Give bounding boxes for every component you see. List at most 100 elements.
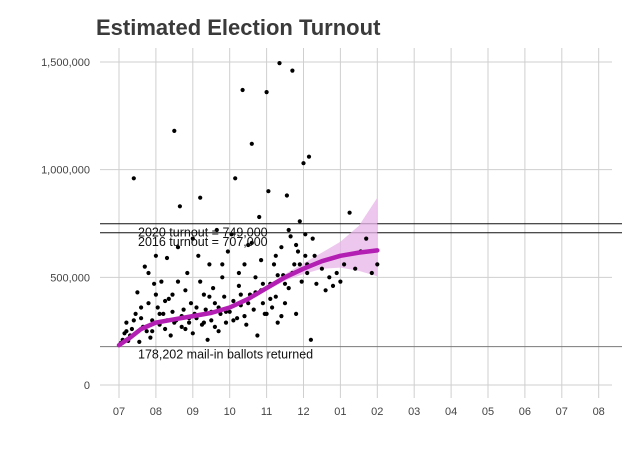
x-tick-label: 03: [408, 406, 420, 418]
data-point: [231, 318, 236, 323]
data-point: [375, 262, 380, 267]
data-point: [260, 301, 265, 306]
data-point: [282, 281, 288, 286]
data-point: [295, 249, 301, 254]
data-point: [207, 294, 212, 299]
data-point: [211, 286, 216, 291]
data-point: [131, 176, 136, 181]
data-point: [190, 236, 195, 241]
data-point: [152, 281, 157, 286]
data-point: [227, 309, 232, 314]
y-tick-label: 500,000: [50, 272, 90, 284]
data-point: [323, 288, 328, 293]
data-point: [142, 264, 147, 269]
data-point: [153, 253, 158, 258]
data-point: [198, 279, 203, 284]
data-point: [177, 204, 182, 209]
chart-title: Estimated Election Turnout: [96, 15, 381, 40]
data-point: [353, 266, 358, 271]
data-point: [338, 279, 343, 284]
data-point: [253, 275, 258, 280]
data-point: [190, 331, 195, 336]
data-point: [139, 305, 144, 310]
data-point: [284, 193, 289, 198]
data-point: [286, 227, 291, 233]
data-point: [259, 258, 264, 263]
data-point: [133, 311, 138, 316]
data-point: [249, 141, 254, 146]
data-point: [185, 270, 190, 276]
data-point: [294, 311, 299, 316]
data-point: [334, 270, 339, 276]
data-point: [155, 305, 160, 310]
data-point: [330, 283, 336, 288]
reference-line-label: 2020 turnout = 749,000: [138, 226, 268, 240]
data-point: [207, 262, 212, 267]
y-tick-label: 0: [84, 380, 90, 392]
data-point: [183, 326, 188, 332]
y-tick-label: 1,000,000: [41, 165, 90, 177]
data-point: [242, 262, 247, 267]
data-point: [264, 90, 269, 95]
data-point: [170, 292, 175, 297]
x-tick-label: 02: [371, 406, 383, 418]
data-point: [181, 307, 186, 312]
data-point: [242, 314, 247, 319]
data-point: [201, 292, 206, 297]
data-point: [172, 128, 177, 133]
data-point: [198, 195, 203, 200]
data-point: [236, 283, 241, 288]
trend-line: [116, 248, 380, 348]
data-point: [266, 189, 271, 194]
data-point: [238, 292, 243, 297]
data-point: [231, 298, 236, 304]
baseline-label: 178,202 mail-in ballots returned: [138, 348, 313, 362]
data-point: [124, 320, 129, 325]
data-point: [194, 305, 199, 310]
data-point: [286, 286, 291, 291]
data-point: [314, 281, 319, 286]
data-point: [279, 245, 284, 250]
x-tick-label: 12: [297, 406, 309, 418]
data-point: [319, 266, 324, 271]
x-tick-label: 08: [593, 406, 605, 418]
data-point: [223, 320, 229, 325]
data-point: [347, 210, 352, 215]
data-point: [164, 255, 170, 261]
data-point: [196, 253, 201, 258]
x-tick-label: 11: [261, 406, 272, 418]
data-point: [212, 324, 217, 329]
data-point: [233, 176, 238, 181]
data-point: [306, 154, 312, 159]
data-point: [271, 262, 277, 267]
data-point: [214, 227, 219, 233]
data-point: [166, 296, 171, 301]
data-point: [161, 311, 166, 316]
data-point: [131, 318, 136, 323]
data-point: [148, 335, 153, 340]
data-point: [179, 324, 184, 329]
data-point: [146, 270, 151, 276]
data-point: [275, 273, 280, 278]
data-point: [273, 294, 278, 299]
data-point: [146, 301, 151, 306]
data-point: [220, 275, 225, 280]
data-point: [297, 219, 302, 224]
grid: [100, 48, 612, 398]
data-point: [209, 318, 214, 323]
data-point: [303, 232, 308, 237]
data-point: [364, 236, 369, 241]
data-point: [268, 296, 273, 301]
data-point: [288, 234, 293, 239]
data-point: [205, 337, 210, 342]
data-point: [188, 301, 194, 306]
y-tick-label: 1,500,000: [41, 57, 90, 69]
data-point: [212, 301, 217, 306]
data-point: [294, 242, 299, 248]
x-tick-label: 07: [556, 406, 568, 418]
x-tick-label: 01: [334, 406, 346, 418]
data-point: [163, 326, 168, 332]
data-point: [273, 253, 278, 258]
data-point: [279, 314, 284, 319]
